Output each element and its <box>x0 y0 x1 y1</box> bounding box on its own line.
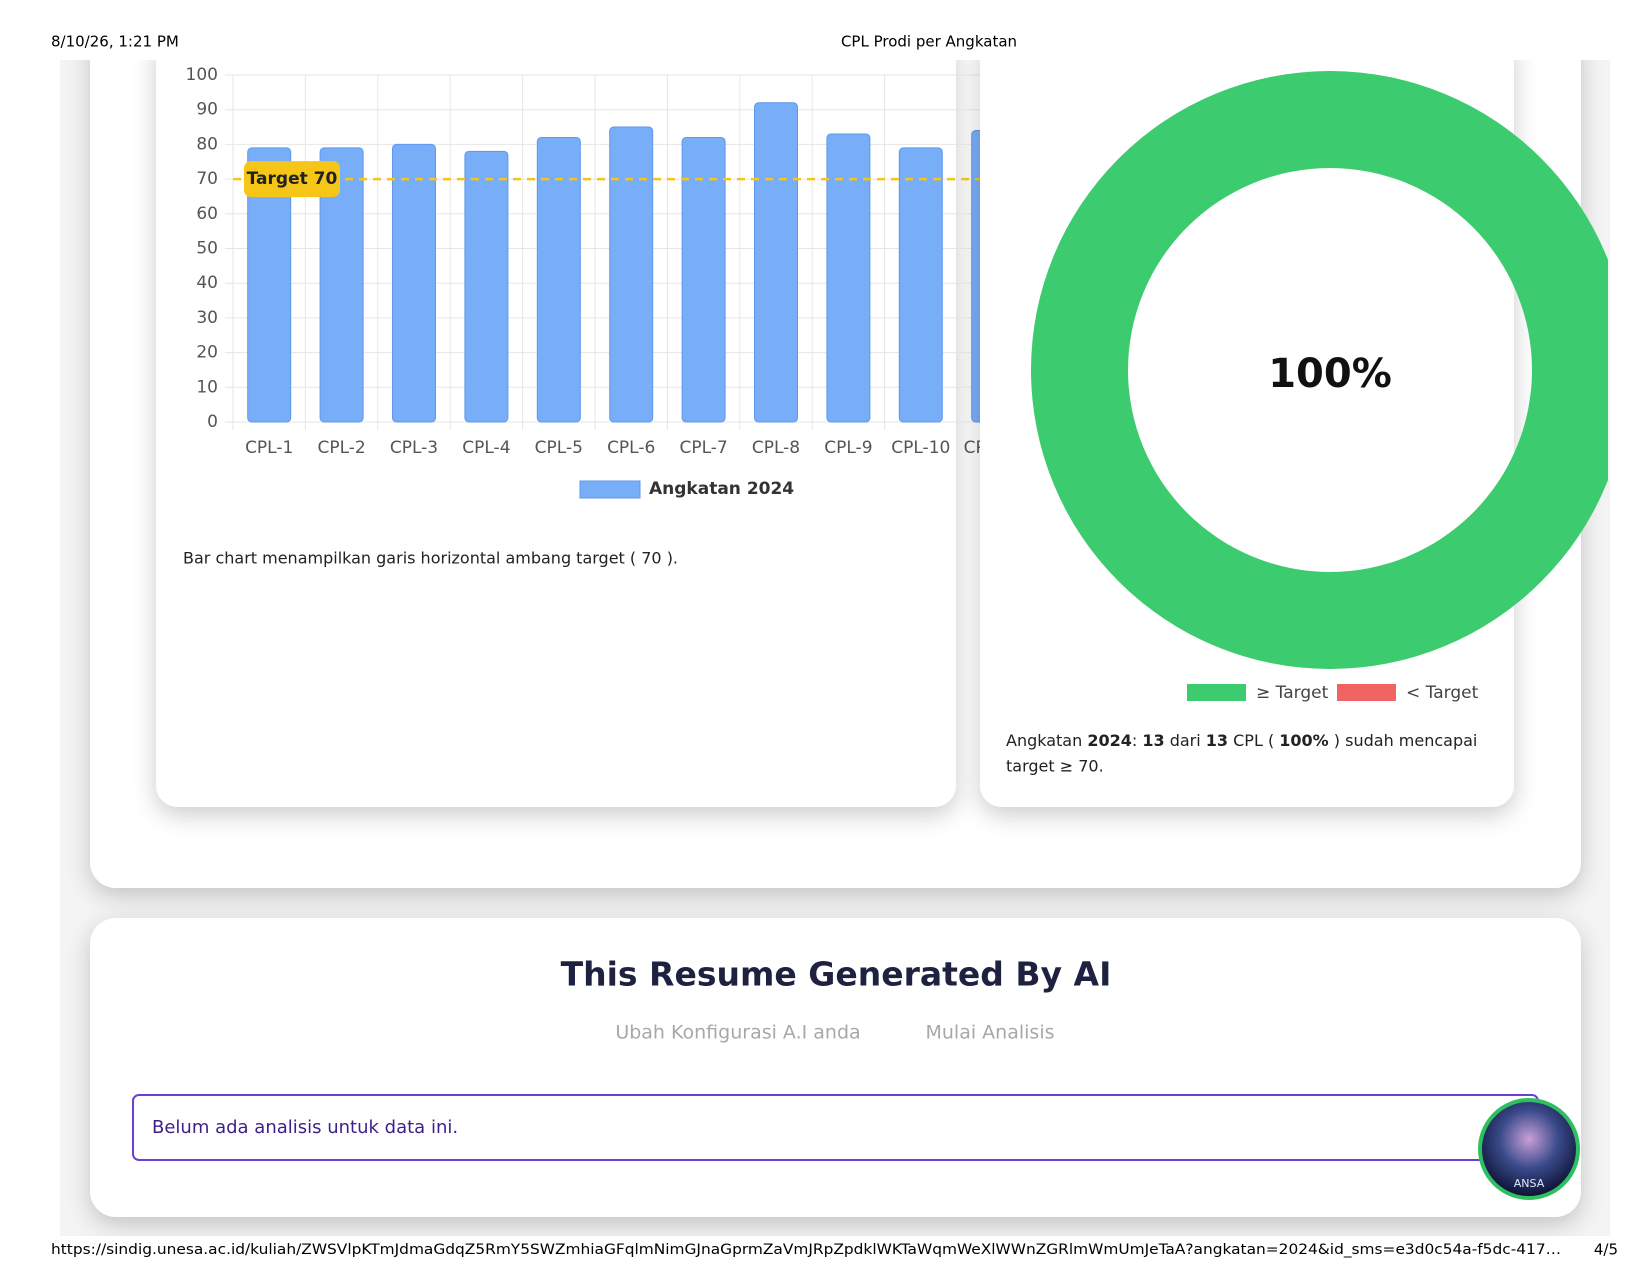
bar <box>609 126 654 423</box>
x-tick-label: CPL-2 <box>317 438 365 458</box>
legend-label: < Target <box>1406 683 1479 703</box>
x-tick-label: CPL-6 <box>607 438 655 458</box>
x-tick-label: CPL-7 <box>679 438 727 458</box>
print-title: CPL Prodi per Angkatan <box>841 33 1017 51</box>
y-tick-label: 90 <box>196 100 218 120</box>
y-tick-label: 0 <box>207 412 218 432</box>
y-tick-label: 10 <box>196 377 218 397</box>
caption-part: CPL ( <box>1228 731 1279 750</box>
bar <box>392 143 436 423</box>
legend-label: Angkatan 2024 <box>649 479 794 499</box>
caption-part: 13 <box>1142 731 1164 750</box>
print-page: 4/5 <box>1594 1241 1618 1259</box>
bar <box>536 136 581 423</box>
legend-label: ≥ Target <box>1256 683 1329 703</box>
caption-part: Angkatan <box>1006 731 1087 750</box>
y-tick-label: 100 <box>186 65 218 85</box>
bar <box>681 136 726 423</box>
chart-caption: Bar chart menampilkan garis horizontal a… <box>183 549 678 568</box>
donut-caption: Angkatan 2024: 13 dari 13 CPL ( 100% ) s… <box>1006 731 1477 750</box>
donut-center-label: 100% <box>1268 351 1392 397</box>
x-tick-label: CPL-4 <box>462 438 510 458</box>
y-tick-label: 80 <box>196 134 218 154</box>
y-tick-label: 40 <box>196 273 218 293</box>
caption-part: : <box>1132 731 1142 750</box>
y-tick-label: 20 <box>196 343 218 363</box>
target-label-box <box>244 161 340 198</box>
y-tick-label: 30 <box>196 308 218 328</box>
legend-swatch <box>1187 684 1246 701</box>
donut-segment <box>1031 71 1608 669</box>
y-tick-label: 60 <box>196 204 218 224</box>
target-label: Target 70 <box>247 169 338 189</box>
x-tick-label: CPL-8 <box>752 438 800 458</box>
print-datetime: 8/10/26, 1:21 PM <box>51 33 179 51</box>
ai-title: This Resume Generated By AI <box>561 955 1112 994</box>
bar <box>898 147 943 423</box>
bar <box>247 147 292 423</box>
y-tick-label: 50 <box>196 239 218 259</box>
caption-part: 100% <box>1279 731 1328 750</box>
bar <box>754 102 798 423</box>
legend-swatch <box>579 480 641 499</box>
caption-part: ) sudah mencapai <box>1329 731 1478 750</box>
ai-avatar[interactable] <box>1478 1098 1580 1200</box>
x-tick-label: CPL-3 <box>390 438 438 458</box>
config-button[interactable]: Ubah Konfigurasi A.I anda <box>615 1022 860 1044</box>
caption-part: 13 <box>1206 731 1228 750</box>
avatar-label: ANSA <box>1514 1177 1545 1190</box>
y-tick-label: 70 <box>196 169 218 189</box>
legend-swatch <box>1337 684 1396 701</box>
bar <box>826 133 871 423</box>
message-text: Belum ada analisis untuk data ini. <box>152 1117 458 1138</box>
analyze-button[interactable]: Mulai Analisis <box>926 1022 1055 1044</box>
x-tick-label: CPL-5 <box>535 438 583 458</box>
caption-part: 2024 <box>1087 731 1132 750</box>
x-tick-label: CPL-10 <box>891 438 950 458</box>
donut-caption-line2: target ≥ 70. <box>1006 757 1104 776</box>
bar <box>319 147 364 423</box>
print-url: https://sindig.unesa.ac.id/kuliah/ZWSVlp… <box>51 1242 1561 1258</box>
bar <box>464 150 509 423</box>
x-tick-label: CPL-1 <box>245 438 293 458</box>
x-tick-label: CPL-9 <box>824 438 872 458</box>
caption-part: dari <box>1165 731 1206 750</box>
